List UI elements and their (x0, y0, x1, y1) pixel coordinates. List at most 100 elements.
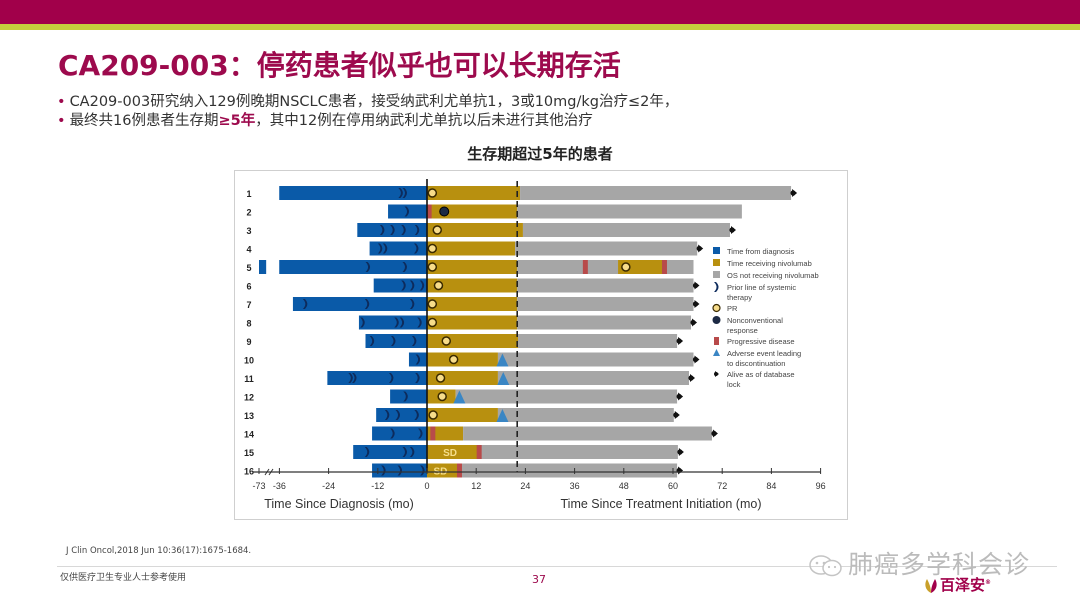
diagnosis-bar (279, 260, 427, 274)
patient-label: 14 (244, 430, 254, 440)
bullet-text: ，其中12例在停用纳武利尤单抗以后未进行其他治疗 (255, 113, 593, 129)
alive-marker-dot (696, 245, 702, 252)
prior-therapy-marker (402, 262, 407, 272)
prior-therapy-marker (399, 317, 405, 328)
nivolumab-bar (427, 352, 498, 367)
pr-marker (427, 262, 438, 272)
nivolumab-bar (427, 426, 464, 441)
alive-marker-dot (790, 190, 796, 196)
progressive-disease-marker (426, 204, 432, 219)
legend-label: Nonconventional (727, 316, 783, 325)
prior-therapy-marker (364, 447, 370, 457)
prior-therapy-marker (401, 225, 406, 235)
alive-marker-dot (692, 301, 699, 307)
nivolumab-bar (427, 297, 518, 311)
prior-therapy-marker (390, 225, 395, 235)
legend-label: Time receiving nivolumab (727, 259, 812, 268)
prior-therapy-marker (397, 465, 403, 476)
prior-therapy-marker (352, 373, 357, 383)
pr-marker (448, 354, 459, 365)
diagnosis-bar (390, 389, 427, 404)
legend-ae-icon (713, 349, 720, 356)
legend-alive-dot (714, 372, 718, 376)
patient-label: 10 (244, 356, 254, 366)
x-tick-label: -36 (273, 481, 286, 491)
prior-therapy-marker (403, 391, 408, 402)
footer-note: 仅供医疗卫生专业人士参考使用 (60, 573, 187, 583)
prior-therapy-marker (384, 410, 390, 420)
prior-therapy-marker (419, 280, 425, 291)
diagnosis-bar (357, 223, 427, 237)
os-bar (520, 186, 792, 200)
pr-marker (435, 373, 446, 383)
diagnosis-bar (372, 463, 427, 478)
prior-therapy-marker (394, 317, 399, 328)
pr-marker (427, 188, 438, 198)
nivolumab-bar (427, 371, 498, 385)
diagnosis-bar (353, 445, 427, 459)
legend-swatch (713, 259, 720, 266)
swimmer-chart-frame: 1 2 3 4 5 6 7 8 9 10 11 12 13 14 15 SD 16 SD -73 -36 -24 -12 0… (234, 170, 848, 520)
prior-therapy-marker (415, 373, 420, 383)
nivolumab-bar (427, 334, 519, 348)
progressive-disease-marker (430, 426, 436, 441)
prior-therapy-marker (388, 373, 394, 383)
prior-therapy-marker (390, 336, 396, 346)
patient-label: 3 (246, 226, 251, 236)
adverse-event-marker (453, 390, 466, 404)
prior-therapy-marker (418, 428, 423, 439)
prior-therapy-marker (420, 465, 425, 476)
os-bar (518, 334, 678, 348)
progressive-disease-marker (661, 260, 667, 274)
prior-therapy-marker (409, 447, 415, 457)
nivolumab-bar (427, 278, 518, 293)
patient-label: 16 (244, 467, 254, 477)
prior-therapy-marker (364, 299, 370, 309)
registered-mark: ® (985, 579, 992, 586)
patient-label: 9 (246, 337, 251, 347)
os-bar (517, 315, 692, 330)
prior-therapy-marker (381, 465, 386, 476)
diagnosis-bar (279, 186, 427, 200)
alive-marker-dot (692, 356, 699, 363)
legend-label: therapy (727, 293, 752, 302)
legend-label: to discontinuation (727, 359, 785, 368)
pr-marker (427, 243, 438, 254)
os-bar (517, 204, 742, 219)
diagnosis-bar (376, 408, 427, 422)
os-bar (497, 371, 689, 385)
x-tick-label: 48 (619, 481, 629, 491)
patient-label: 4 (246, 245, 251, 255)
progressive-disease-marker (582, 260, 588, 274)
os-bar (497, 408, 674, 422)
legend-label: Prior line of systemic (727, 283, 796, 292)
axis-break-icon (264, 468, 274, 476)
patient-label: 6 (246, 282, 251, 292)
prior-therapy-marker (414, 225, 420, 235)
bullet-item: • 最终共16例患者生存期≥5年，其中12例在停用纳武利尤单抗以后未进行其他治疗 (57, 112, 678, 131)
legend-label: Progressive disease (727, 337, 795, 346)
legend-label: lock (727, 380, 741, 389)
brand-logo: 百泽安® (924, 574, 991, 595)
patient-label: 1 (246, 189, 251, 199)
legend-nonconventional-icon (712, 316, 721, 324)
pr-marker (437, 391, 447, 402)
x-axis-label-diagnosis: Time Since Diagnosis (mo) (264, 497, 414, 511)
os-bar (481, 445, 678, 459)
nivolumab-bar (427, 186, 521, 200)
prior-therapy-marker (415, 354, 421, 365)
pr-marker (432, 225, 442, 235)
alive-marker-dot (729, 227, 735, 233)
prior-therapy-marker (401, 280, 406, 291)
prior-therapy-marker (411, 336, 417, 346)
bullet-text: CA209-003研究纳入129例晚期NSCLC患者，接受纳武利尤单抗1，3或1… (69, 94, 679, 110)
bullet-highlight: ≥5年 (218, 113, 256, 129)
patient-label: 11 (244, 374, 254, 384)
os-bar (497, 352, 694, 367)
retreatment-bar (618, 260, 664, 274)
diagnosis-bar (372, 426, 427, 441)
pr-marker (433, 280, 444, 291)
watermark: 肺癌多学科会诊 (808, 545, 1030, 581)
prior-therapy-marker (404, 206, 409, 217)
